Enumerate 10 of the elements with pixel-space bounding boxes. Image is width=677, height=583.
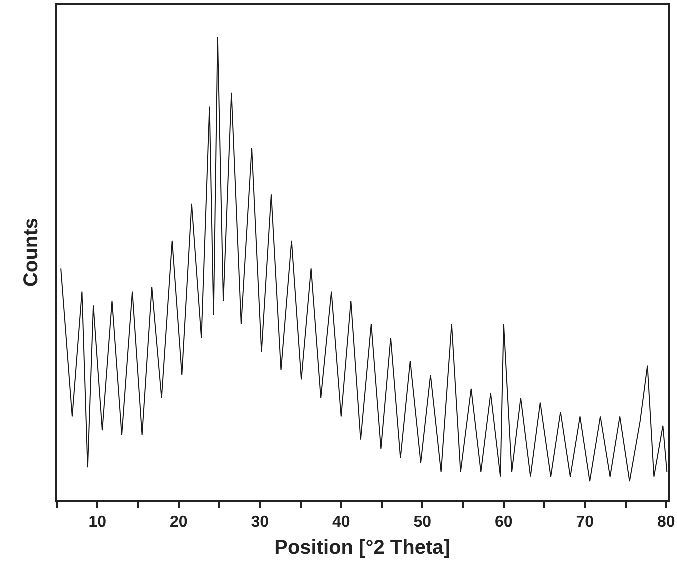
x-tick-label: 80: [657, 514, 676, 531]
x-tick-label: 30: [251, 514, 270, 531]
y-axis-title: Counts: [20, 218, 42, 287]
x-tick-label: 60: [494, 514, 513, 531]
x-tick-label: 50: [414, 514, 432, 531]
x-tick-label: 20: [170, 514, 188, 531]
x-axis-title: Position [°2 Theta]: [274, 536, 450, 559]
x-tick-label: 40: [332, 514, 350, 531]
x-tick-label: 70: [576, 514, 594, 531]
x-tick-label: 10: [88, 514, 107, 531]
